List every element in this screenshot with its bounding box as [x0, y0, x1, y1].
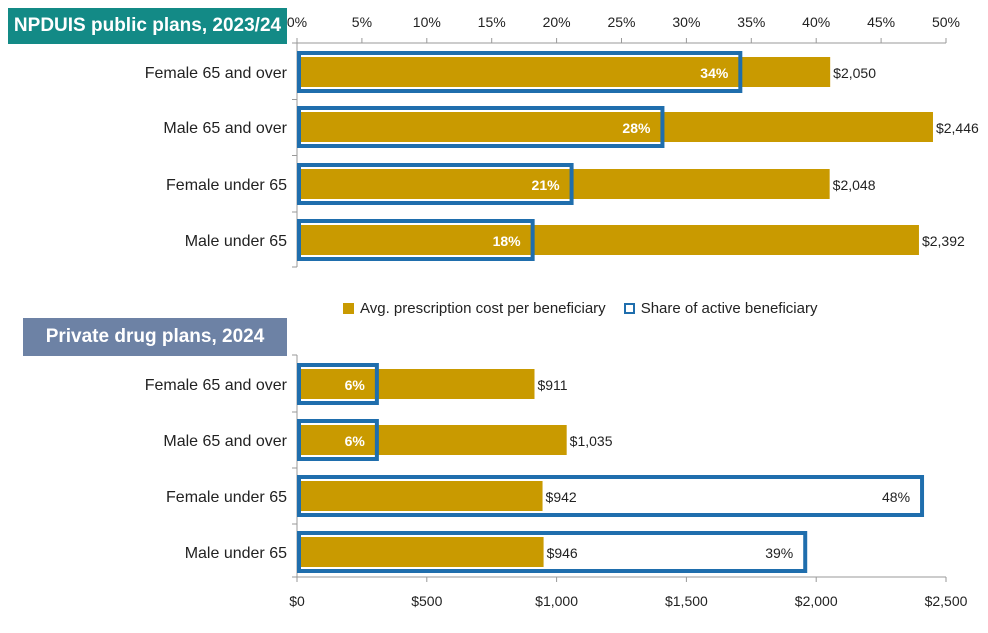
share-outline-bar	[297, 475, 925, 517]
cost-value-label: $942	[546, 489, 577, 505]
share-outline-bar	[297, 419, 379, 461]
cost-value-label: $2,446	[936, 120, 979, 136]
x-tick-label: $1,500	[665, 593, 708, 609]
category-label: Male 65 and over	[163, 433, 287, 450]
share-value-label: 18%	[493, 233, 522, 249]
share-value-label: 34%	[700, 65, 729, 81]
category-label: Female under 65	[166, 489, 287, 506]
share-value-label: 6%	[345, 377, 366, 393]
share-value-label: 48%	[882, 489, 910, 505]
category-label: Female under 65	[166, 177, 287, 194]
cost-bar	[298, 225, 919, 255]
x-tick-label: 45%	[867, 14, 895, 30]
cost-bar	[298, 369, 535, 399]
x-tick-label: $2,000	[795, 593, 838, 609]
x-tick-label: $0	[289, 593, 305, 609]
x-tick-label: $500	[411, 593, 442, 609]
panel-title-private-plans: Private drug plans, 2024	[23, 318, 287, 356]
cost-value-label: $946	[547, 545, 578, 561]
category-label: Male 65 and over	[163, 120, 287, 137]
share-outline-bar	[297, 163, 574, 205]
category-label: Male under 65	[185, 545, 287, 562]
category-label: Female 65 and over	[145, 65, 288, 82]
x-tick-label: 40%	[802, 14, 830, 30]
legend: Avg. prescription cost per beneficiary S…	[343, 300, 835, 317]
cost-value-label: $2,048	[833, 177, 876, 193]
x-tick-label: $1,000	[535, 593, 578, 609]
x-tick-label: 25%	[607, 14, 635, 30]
share-value-label: 21%	[532, 177, 561, 193]
x-tick-label: 5%	[352, 14, 372, 30]
cost-value-label: $2,050	[833, 65, 876, 81]
cost-bar	[298, 57, 831, 87]
x-tick-label: 30%	[672, 14, 700, 30]
cost-value-label: $911	[537, 377, 567, 393]
x-tick-label: 15%	[478, 14, 506, 30]
legend-label-cost: Avg. prescription cost per beneficiary	[360, 300, 606, 317]
share-outline-bar	[297, 219, 535, 261]
cost-bar	[298, 537, 544, 567]
legend-swatch-cost	[343, 303, 354, 314]
category-label: Male under 65	[185, 233, 287, 250]
share-outline-bar	[297, 363, 379, 405]
x-tick-label: $2,500	[925, 593, 968, 609]
cost-value-label: $1,035	[570, 433, 613, 449]
x-tick-label: 20%	[543, 14, 571, 30]
cost-bar	[298, 425, 567, 455]
cost-bar	[298, 169, 830, 199]
category-label: Female 65 and over	[145, 377, 288, 394]
share-value-label: 28%	[622, 120, 651, 136]
x-tick-label: 0%	[287, 14, 307, 30]
x-tick-label: 10%	[413, 14, 441, 30]
panel-title-public-plans: NPDUIS public plans, 2023/24	[8, 8, 287, 44]
legend-swatch-share	[623, 303, 635, 314]
share-value-label: 39%	[765, 545, 793, 561]
share-outline-bar	[297, 106, 665, 148]
x-tick-label: 50%	[932, 14, 960, 30]
share-outline-bar	[297, 531, 808, 573]
cost-bar	[298, 481, 543, 511]
legend-label-share: Share of active beneficiary	[640, 300, 818, 317]
cost-value-label: $2,392	[922, 233, 965, 249]
legend-item-share: Share of active beneficiary	[623, 300, 818, 317]
share-outline-bar	[297, 51, 743, 93]
legend-item-cost: Avg. prescription cost per beneficiary	[343, 300, 606, 317]
cost-bar	[298, 112, 933, 142]
x-tick-label: 35%	[737, 14, 765, 30]
share-value-label: 6%	[345, 433, 366, 449]
